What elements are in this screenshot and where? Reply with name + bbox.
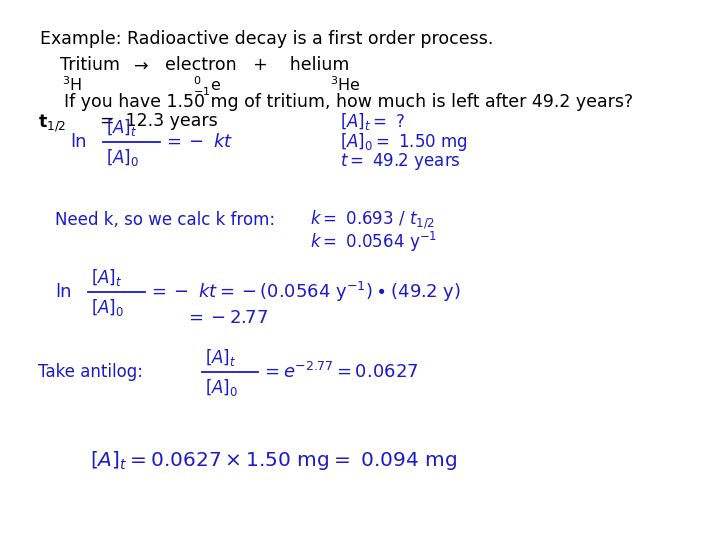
Text: $[A]_t$: $[A]_t$ [91, 267, 122, 288]
Text: $^3$He: $^3$He [330, 75, 361, 94]
Text: Example: Radioactive decay is a first order process.: Example: Radioactive decay is a first or… [40, 30, 493, 48]
Text: If you have 1.50 mg of tritium, how much is left after 49.2 years?: If you have 1.50 mg of tritium, how much… [64, 93, 633, 111]
Text: Need k, so we calc k from:: Need k, so we calc k from: [55, 211, 275, 229]
Text: $t = \ 49.2\ \mathrm{years}$: $t = \ 49.2\ \mathrm{years}$ [340, 152, 461, 172]
Text: $= e^{-2.77} = 0.0627$: $= e^{-2.77} = 0.0627$ [261, 362, 418, 382]
Text: $k = \ 0.0564\ \mathrm{y}^{-1}$: $k = \ 0.0564\ \mathrm{y}^{-1}$ [310, 230, 437, 254]
Text: $^0_{-1}$e: $^0_{-1}$e [193, 75, 221, 98]
Text: $[A]_t$: $[A]_t$ [205, 348, 236, 368]
Text: $[A]_0$: $[A]_0$ [205, 377, 238, 399]
Text: $[A]_0$: $[A]_0$ [91, 298, 124, 319]
Text: $[A]_0$: $[A]_0$ [106, 147, 139, 168]
Text: ln: ln [55, 283, 71, 301]
Text: electron   +    helium: electron + helium [165, 56, 349, 74]
Text: $= -\ kt$: $= -\ kt$ [163, 133, 233, 151]
Text: $\rightarrow$: $\rightarrow$ [130, 56, 149, 74]
Text: $[A]_0 = \ 1.50\ \mathrm{mg}$: $[A]_0 = \ 1.50\ \mathrm{mg}$ [340, 131, 468, 153]
Text: $\mathbf{t}_{1/2}$: $\mathbf{t}_{1/2}$ [38, 112, 66, 133]
Text: $= -2.77$: $= -2.77$ [185, 309, 268, 327]
Text: ln: ln [70, 133, 86, 151]
Text: $k = \ 0.693\ /\ t_{1/2}$: $k = \ 0.693\ /\ t_{1/2}$ [310, 208, 435, 231]
Text: $[A]_t$: $[A]_t$ [106, 118, 138, 138]
Text: $[A]_t = 0.0627 \times 1.50\ \mathrm{mg} = \ 0.094\ \mathrm{mg}$: $[A]_t = 0.0627 \times 1.50\ \mathrm{mg}… [90, 449, 457, 471]
Text: $[A]_t = \ ?$: $[A]_t = \ ?$ [340, 111, 405, 132]
Text: Tritium: Tritium [60, 56, 120, 74]
Text: =  12.3 years: = 12.3 years [100, 112, 217, 130]
Text: Take antilog:: Take antilog: [38, 363, 143, 381]
Text: $^3$H: $^3$H [62, 75, 82, 94]
Text: $= -\ kt = -(0.0564\ \mathrm{y}^{-1})\bullet(49.2\ \mathrm{y})$: $= -\ kt = -(0.0564\ \mathrm{y}^{-1})\bu… [148, 280, 461, 304]
